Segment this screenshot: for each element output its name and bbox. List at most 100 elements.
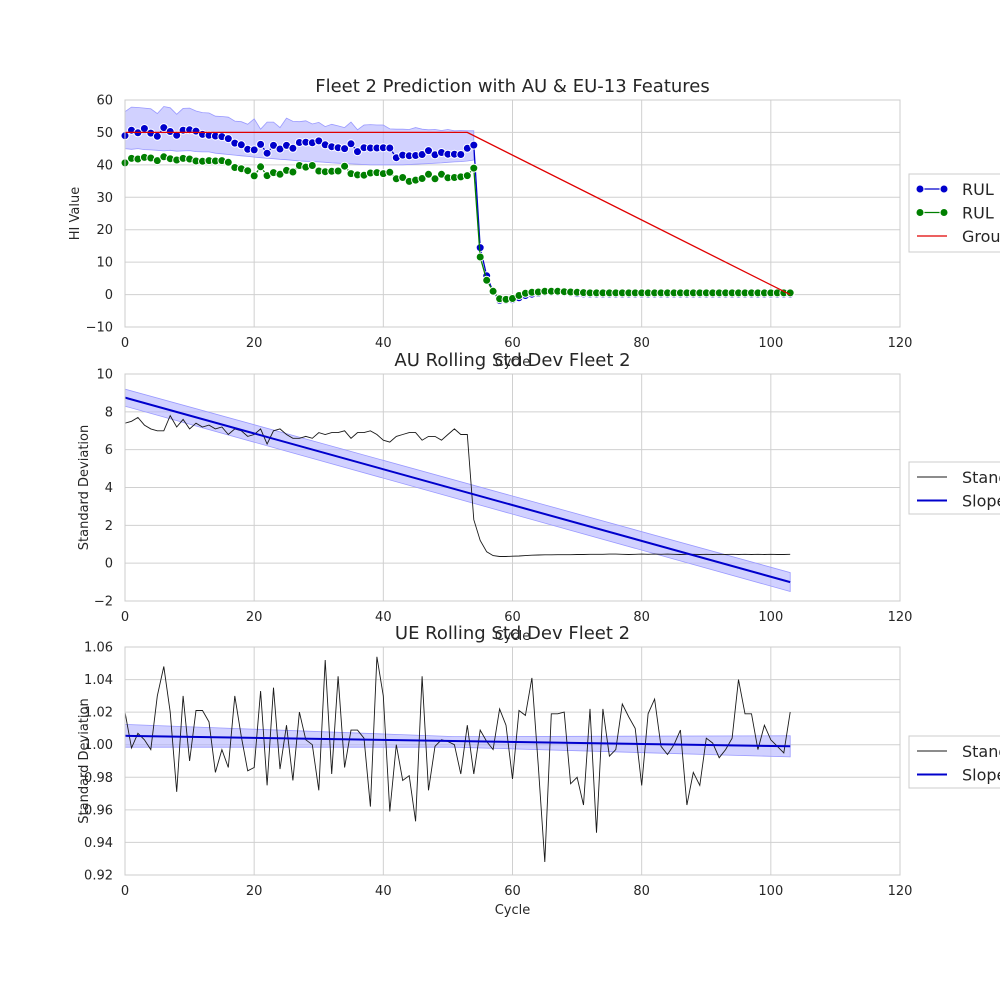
legend-box <box>908 461 1000 515</box>
series-1-point <box>385 143 395 153</box>
x-tick-label: 40 <box>375 336 392 351</box>
series-line-2 <box>125 734 791 748</box>
series-line-1 <box>125 656 791 863</box>
x-tick-label: 80 <box>633 610 650 625</box>
legend: Standard Deviation Slope <box>908 735 1000 789</box>
y-tick-label: 0.98 <box>84 771 113 786</box>
legend-label: Standard Deviation <box>962 742 1000 761</box>
legend: Standard Deviation Slope <box>908 461 1000 515</box>
series-2-point <box>340 161 350 171</box>
y-tick-label: −10 <box>86 321 113 336</box>
x-tick-label: 20 <box>246 336 263 351</box>
y-axis-label: Standard Deviation <box>77 698 92 823</box>
series-2-point <box>275 169 285 179</box>
y-tick-label: 8 <box>105 405 113 420</box>
series-2-point <box>333 166 343 176</box>
legend-label: Standard Deviation <box>962 468 1000 487</box>
x-tick-label: 100 <box>758 336 783 351</box>
series-2-point <box>430 174 440 184</box>
chart-2: 0 20 40 60 80 100 120 −2 0 2 4 6 8 10 AU Rolling Std D… <box>77 350 1000 644</box>
y-tick-label: 10 <box>96 368 113 383</box>
x-tick-label: 20 <box>246 610 263 625</box>
series-2-point <box>385 167 395 177</box>
legend-label: RUL <box>962 204 994 223</box>
series-1-point <box>249 145 259 155</box>
legend-label: RUL <box>962 180 994 199</box>
series-1-point <box>314 136 324 146</box>
series-1-point <box>456 150 466 159</box>
y-tick-label: 0.92 <box>84 869 113 884</box>
series-2-point <box>462 171 472 181</box>
series-2-point <box>475 252 485 262</box>
series-1-point <box>262 148 272 158</box>
x-tick-label: 40 <box>375 610 392 625</box>
y-tick-label: 1.00 <box>84 738 113 753</box>
legend-marker <box>939 208 949 217</box>
y-tick-label: 0 <box>105 288 113 303</box>
x-tick-label: 100 <box>758 610 783 625</box>
axes-frame <box>124 373 901 602</box>
y-tick-label: 10 <box>96 256 113 271</box>
series-1-point <box>417 150 427 159</box>
legend-label: Slope <box>962 492 1000 511</box>
legend-box <box>908 735 1000 789</box>
series-1-point <box>159 123 169 133</box>
series-1-point <box>236 140 246 150</box>
series-line-3 <box>125 131 791 296</box>
series-2-point <box>469 163 479 173</box>
legend-label: Slope <box>962 766 1000 785</box>
y-tick-label: 0.94 <box>84 836 113 851</box>
series-1-point <box>223 134 233 144</box>
legend: RUL RUL Groundtruth <box>908 173 1000 253</box>
x-tick-label: 60 <box>504 610 521 625</box>
chart-1: 0 20 40 60 80 100 120 −10 0 10 20 30 40 50 60 Fleet 2 P… <box>68 76 1000 370</box>
series-1-point <box>346 139 356 149</box>
series-2-point <box>223 157 233 167</box>
x-tick-label: 40 <box>375 884 392 899</box>
y-tick-label: 6 <box>105 443 113 458</box>
series-line-2 <box>125 396 791 584</box>
y-tick-label: 40 <box>96 158 113 173</box>
y-tick-label: 60 <box>96 94 113 109</box>
chart-title: AU Rolling Std Dev Fleet 2 <box>394 350 630 371</box>
series-1-point <box>172 130 182 140</box>
y-tick-label: 1.04 <box>84 673 113 688</box>
series-2-point <box>424 169 433 179</box>
x-tick-label: 0 <box>121 610 129 625</box>
y-tick-label: 50 <box>96 126 113 141</box>
series-2-point <box>243 166 253 176</box>
y-tick-label: 0 <box>105 557 113 572</box>
x-axis-label: Cycle <box>495 629 531 644</box>
y-tick-label: 1.02 <box>84 706 113 721</box>
series-1-point <box>288 143 298 153</box>
y-axis-label: HI Value <box>68 187 83 240</box>
x-tick-label: 80 <box>633 884 650 899</box>
legend-label: Groundtruth <box>962 227 1000 246</box>
axes-frame <box>124 646 901 876</box>
chart-title: Fleet 2 Prediction with AU & EU-13 Featu… <box>315 76 710 97</box>
y-tick-label: 4 <box>105 481 113 496</box>
series-2-point <box>488 286 498 296</box>
legend-marker <box>939 184 949 194</box>
series-2-point <box>398 173 408 182</box>
legend-marker <box>915 208 925 217</box>
x-tick-label: 0 <box>121 884 129 899</box>
series-1-point <box>424 146 433 156</box>
x-tick-label: 120 <box>888 884 913 899</box>
series-1-point <box>469 140 479 150</box>
y-tick-label: 0.96 <box>84 803 113 818</box>
x-tick-label: 80 <box>633 336 650 351</box>
series-2-point <box>482 275 492 285</box>
series-2-point <box>256 162 266 172</box>
y-axis-label: Standard Deviation <box>77 425 92 550</box>
series-1-point <box>340 144 350 154</box>
x-tick-label: 0 <box>121 336 129 351</box>
series-1-point <box>152 131 162 141</box>
x-tick-label: 120 <box>888 610 913 625</box>
series-2-point <box>152 156 162 166</box>
x-tick-label: 60 <box>504 336 521 351</box>
series-2-point <box>288 167 298 177</box>
series-1-point <box>256 139 266 149</box>
legend-marker <box>915 184 925 194</box>
